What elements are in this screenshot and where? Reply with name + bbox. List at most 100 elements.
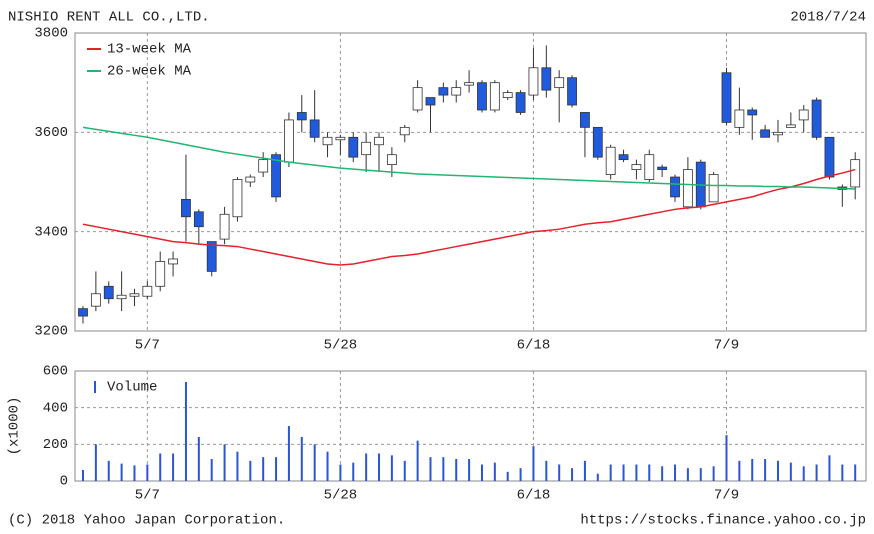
- candle-body: [798, 109, 809, 121]
- volume-bar: [236, 451, 239, 481]
- volume-bar: [133, 465, 136, 481]
- candle-body: [773, 131, 783, 136]
- candle-body: [335, 136, 346, 141]
- candle-body: [232, 179, 243, 218]
- candle-body: [657, 166, 668, 170]
- y-tick-label: 3400: [34, 224, 68, 240]
- chart-title: NISHIO RENT ALL CO.,LTD.: [8, 10, 210, 26]
- volume-bar: [738, 460, 741, 481]
- volume-bar: [287, 426, 290, 481]
- candle-body: [592, 126, 603, 158]
- volume-bar: [841, 464, 844, 481]
- volume-bar: [390, 455, 393, 481]
- plot-frame: [74, 370, 867, 482]
- candle-body: [425, 97, 436, 106]
- volume-bar: [468, 459, 471, 481]
- candle-body: [271, 154, 281, 198]
- y-tick-label: 3600: [34, 125, 68, 141]
- candle-body: [785, 124, 796, 128]
- volume-bar: [455, 459, 458, 481]
- volume-bar: [365, 453, 368, 481]
- candle-body: [631, 164, 642, 170]
- volume-bar: [480, 464, 483, 481]
- candle-body: [541, 67, 552, 91]
- candle-body: [502, 92, 513, 98]
- x-tick-label: 5/28: [324, 338, 358, 354]
- y-axis-label: (x1000): [7, 397, 23, 456]
- volume-bar: [674, 464, 677, 481]
- candle-body: [245, 176, 256, 183]
- candle-body: [181, 198, 191, 218]
- candle-body: [708, 174, 719, 203]
- candle-body: [554, 77, 565, 89]
- x-tick-label: 7/9: [714, 488, 739, 504]
- candle-body: [605, 146, 616, 175]
- x-tick-label: 6/18: [517, 488, 551, 504]
- legend-label: 26-week MA: [107, 64, 192, 80]
- volume-bar: [519, 468, 522, 481]
- copyright: (C) 2018 Yahoo Japan Corporation.: [8, 513, 285, 529]
- volume-bar: [764, 459, 767, 481]
- candle-body: [374, 136, 384, 146]
- candle-body: [515, 92, 526, 113]
- volume-bar: [82, 470, 84, 481]
- volume-bar: [609, 464, 612, 481]
- candle-body: [412, 87, 423, 111]
- volume-bar: [622, 464, 625, 481]
- y-tick-label: 3800: [34, 26, 68, 42]
- volume-bar: [828, 455, 831, 481]
- volume-bar: [403, 460, 406, 481]
- candle-body: [284, 119, 294, 163]
- volume-bar: [107, 460, 110, 481]
- volume-bar: [159, 453, 162, 481]
- volume-bar: [300, 437, 303, 481]
- volume-bar: [751, 459, 754, 481]
- volume-bar: [545, 460, 548, 481]
- candle-body: [116, 294, 127, 300]
- volume-bar: [184, 382, 187, 481]
- volume-bar: [146, 464, 149, 481]
- candle-body: [721, 72, 732, 123]
- plot-frame: [74, 32, 867, 332]
- candle-body: [193, 211, 204, 228]
- candle-body: [644, 154, 655, 180]
- candle-body: [618, 154, 629, 161]
- candle-body: [580, 112, 590, 128]
- volume-bar: [275, 457, 278, 481]
- candle-body: [747, 109, 758, 116]
- x-tick-label: 6/18: [517, 338, 551, 354]
- candle-body: [168, 258, 178, 265]
- volume-bar: [635, 464, 638, 481]
- volume-bar: [313, 444, 316, 481]
- candle-body: [219, 213, 230, 240]
- legend-label: Volume: [107, 380, 157, 396]
- legend-label: 13-week MA: [107, 42, 192, 58]
- volume-bar: [686, 468, 689, 481]
- candle-body: [348, 136, 359, 158]
- x-tick-label: 5/7: [135, 488, 160, 504]
- volume-bar: [506, 471, 509, 481]
- volume-bar: [172, 453, 175, 481]
- volume-bar: [802, 466, 805, 481]
- candle-body: [399, 126, 410, 136]
- y-tick-label: 400: [43, 400, 68, 416]
- volume-bar: [815, 464, 818, 481]
- volume-bar: [339, 464, 342, 481]
- volume-bar: [94, 444, 97, 481]
- volume-bar: [661, 466, 664, 481]
- chart-date: 2018/7/24: [790, 10, 866, 26]
- volume-bar: [596, 473, 599, 481]
- y-tick-label: 0: [60, 474, 68, 490]
- ma-line: [82, 126, 856, 190]
- candle-body: [206, 241, 217, 272]
- volume-bar: [120, 463, 123, 481]
- candle-body: [670, 176, 680, 198]
- candle-body: [361, 141, 372, 156]
- candle-body: [734, 109, 745, 128]
- candle-body: [78, 308, 88, 317]
- candle-body: [258, 159, 269, 173]
- volume-bar: [789, 462, 792, 481]
- candle-body: [528, 67, 539, 96]
- volume-bar: [558, 464, 561, 481]
